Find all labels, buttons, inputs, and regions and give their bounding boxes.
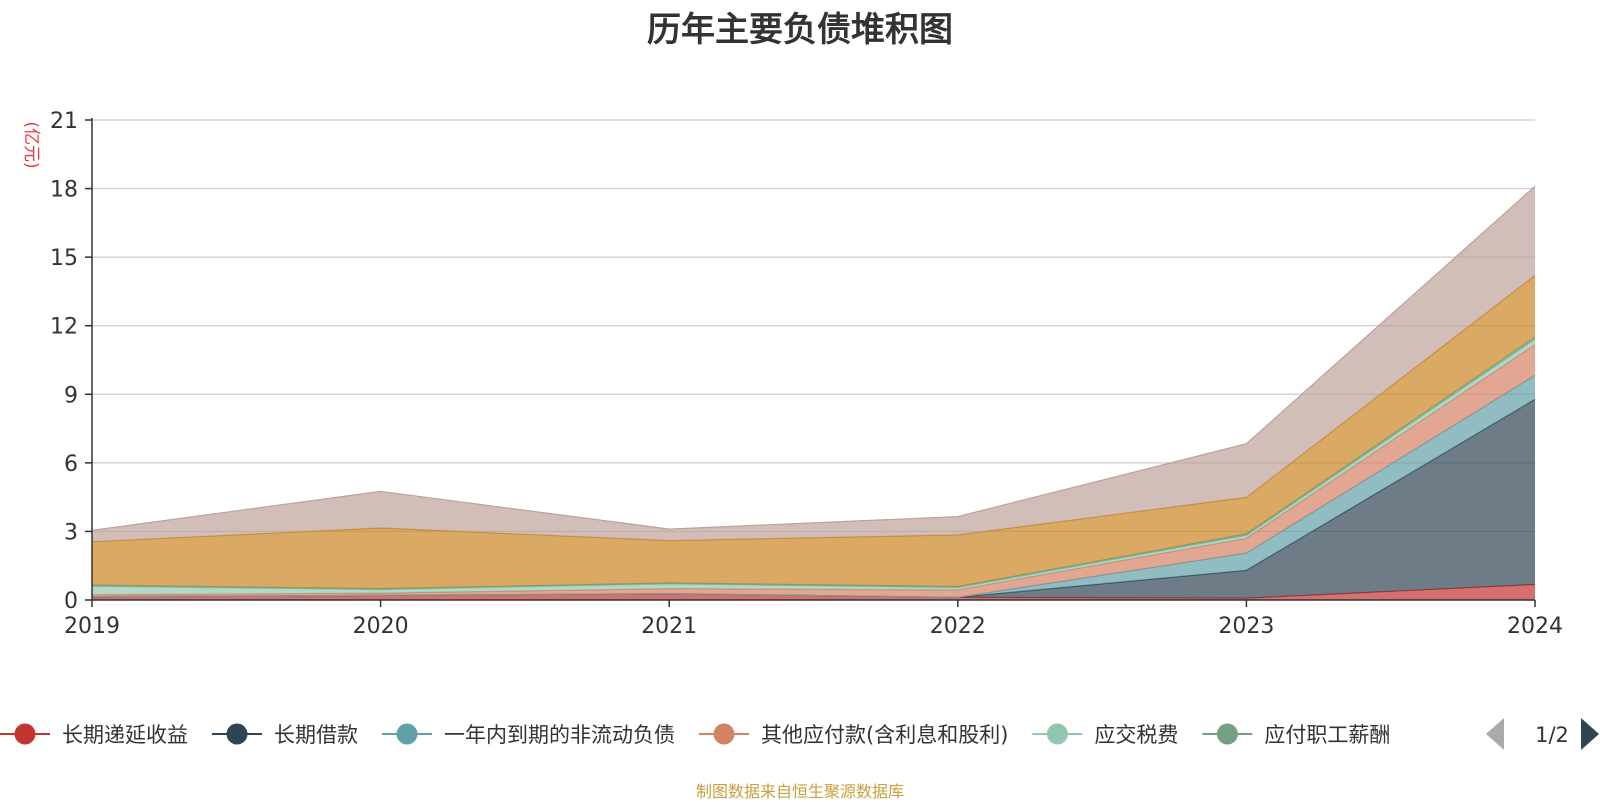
area-series-0 [92,584,1535,600]
y-axis-label: (亿元) [21,121,41,168]
x-tick-label: 2021 [641,614,697,639]
y-tick-label: 12 [50,315,78,340]
legend-label: 应交税费 [1094,723,1178,747]
x-tick-label: 2019 [64,614,120,639]
legend-item[interactable]: 应付职工薪酬 [1202,723,1390,747]
chart-title: 历年主要负债堆积图 [647,10,953,50]
x-tick-label: 2022 [930,614,986,639]
y-tick-label: 0 [64,589,78,614]
area-line-7 [91,185,1536,531]
legend-marker [396,723,418,745]
legend-label: 应付职工薪酬 [1264,723,1390,747]
legend-marker [14,723,36,745]
legend-label: 其他应付款(含利息和股利) [761,723,1008,747]
legend-item[interactable]: 长期借款 [212,723,358,747]
y-tick-label: 9 [64,383,78,408]
y-tick-label: 21 [50,109,78,134]
legend-marker [226,723,248,745]
legend-marker [1216,723,1238,745]
legend-label: 一年内到期的非流动负债 [444,723,675,747]
y-tick-label: 18 [50,178,78,203]
stacked-areas [91,185,1536,600]
y-tick-label: 3 [64,520,78,545]
legend-prev-icon[interactable] [1486,718,1504,750]
legend-page-indicator: 1/2 [1535,723,1569,747]
legend-marker [1046,723,1068,745]
legend-item[interactable]: 一年内到期的非流动负债 [382,723,675,747]
legend: 长期递延收益 长期借款 一年内到期的非流动负债 其他应付款(含利息和股利) 应交税费 应付… [0,718,1599,750]
legend-item[interactable]: 长期递延收益 [0,723,188,747]
legend-items: 长期递延收益 长期借款 一年内到期的非流动负债 其他应付款(含利息和股利) 应交税费 应付… [0,723,1390,747]
area-series-1 [92,399,1535,599]
legend-item[interactable]: 应交税费 [1032,723,1178,747]
x-tick-label: 2020 [353,614,409,639]
legend-label: 长期借款 [274,723,358,747]
area-series-6 [92,275,1535,589]
y-tick-label: 15 [50,246,78,271]
y-tick-label: 6 [64,452,78,477]
axes: 0 3 6 9 12 15 18 21 2019 2020 2021 2022 2023 2024 (亿元) [21,109,1563,639]
legend-marker [713,723,735,745]
legend-next-icon[interactable] [1581,718,1599,750]
legend-label: 长期递延收益 [62,723,188,747]
legend-item[interactable]: 其他应付款(含利息和股利) [699,723,1008,747]
x-tick-label: 2024 [1507,614,1563,639]
x-tick-label: 2023 [1218,614,1274,639]
source-note: 制图数据来自恒生聚源数据库 [695,782,904,801]
